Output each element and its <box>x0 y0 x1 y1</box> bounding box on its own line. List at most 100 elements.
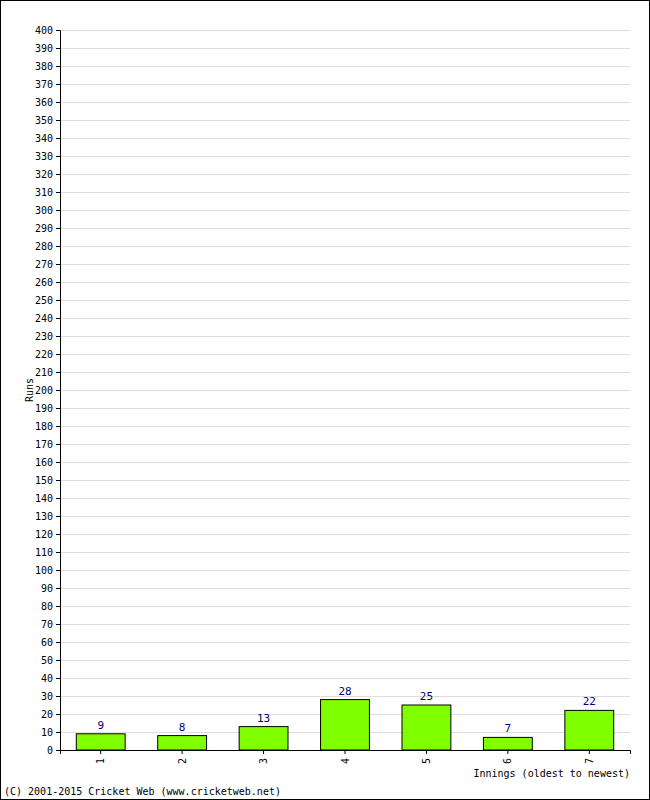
grid-line <box>60 642 630 643</box>
tick-label: 360 <box>35 97 53 108</box>
tick: 170 <box>35 439 60 450</box>
bar <box>76 734 125 750</box>
grid-line <box>60 354 630 355</box>
tick-mark <box>56 498 60 499</box>
tick-label: 280 <box>35 241 53 252</box>
grid-line <box>60 318 630 319</box>
data-label: 8 <box>179 721 186 734</box>
tick-label: 380 <box>35 61 53 72</box>
tick-label: 110 <box>35 547 53 558</box>
tick-mark <box>56 264 60 265</box>
grid-line <box>60 588 630 589</box>
tick-mark <box>507 750 508 754</box>
bar <box>239 727 288 750</box>
tick-mark <box>56 750 60 751</box>
tick-label: 100 <box>35 565 53 576</box>
tick: 300 <box>35 205 60 216</box>
tick: 210 <box>35 367 60 378</box>
tick-label: 200 <box>35 385 53 396</box>
data-label: 13 <box>257 712 270 725</box>
tick: 180 <box>35 421 60 432</box>
tick-mark <box>589 750 590 754</box>
grid-line <box>60 84 630 85</box>
axis-line <box>61 751 631 755</box>
grid-line <box>60 372 630 373</box>
grid-line <box>60 228 630 229</box>
tick-label: 3 <box>258 758 269 764</box>
tick: 6 <box>502 750 513 764</box>
data-label: 28 <box>338 685 351 698</box>
tick-label: 40 <box>41 673 53 684</box>
tick-mark <box>56 678 60 679</box>
tick-mark <box>56 372 60 373</box>
tick: 50 <box>41 655 60 666</box>
tick-label: 350 <box>35 115 53 126</box>
tick-label: 80 <box>41 601 53 612</box>
tick-mark <box>56 714 60 715</box>
grid-line <box>60 390 630 391</box>
tick-mark <box>56 174 60 175</box>
tick-mark <box>56 642 60 643</box>
grid-line <box>60 480 630 481</box>
y-axis: 0102030405060708090100110120130140150160… <box>35 25 61 756</box>
grid-line <box>60 426 630 427</box>
tick: 160 <box>35 457 60 468</box>
grid-line <box>60 444 630 445</box>
tick-label: 1 <box>95 758 106 764</box>
tick: 120 <box>35 529 60 540</box>
tick: 20 <box>41 709 60 720</box>
axis-line <box>56 31 61 751</box>
grid-line <box>60 678 630 679</box>
tick: 90 <box>41 583 60 594</box>
bar <box>483 737 532 750</box>
bar <box>321 700 370 750</box>
tick-mark <box>56 606 60 607</box>
grid-line <box>60 462 630 463</box>
tick-label: 5 <box>421 758 432 764</box>
tick-mark <box>56 570 60 571</box>
grid-line <box>60 624 630 625</box>
tick-label: 180 <box>35 421 53 432</box>
grid-line <box>60 570 630 571</box>
tick: 70 <box>41 619 60 630</box>
tick: 320 <box>35 169 60 180</box>
tick-mark <box>182 750 183 754</box>
tick-label: 270 <box>35 259 53 270</box>
tick-mark <box>56 336 60 337</box>
tick: 60 <box>41 637 60 648</box>
tick-label: 300 <box>35 205 53 216</box>
grid-line <box>60 552 630 553</box>
tick: 340 <box>35 133 60 144</box>
tick-mark <box>263 750 264 754</box>
tick-label: 330 <box>35 151 53 162</box>
bars <box>76 700 613 750</box>
tick-mark <box>56 210 60 211</box>
tick-label: 50 <box>41 655 53 666</box>
tick-mark <box>56 660 60 661</box>
tick: 150 <box>35 475 60 486</box>
tick: 360 <box>35 97 60 108</box>
data-label: 7 <box>505 722 512 735</box>
tick-mark <box>56 192 60 193</box>
tick-mark <box>56 444 60 445</box>
grid-line <box>60 174 630 175</box>
grid <box>60 31 630 751</box>
tick: 7 <box>584 750 595 764</box>
tick-mark <box>56 66 60 67</box>
grid-line <box>60 282 630 283</box>
tick: 380 <box>35 61 60 72</box>
tick-mark <box>56 48 60 49</box>
tick: 400 <box>35 25 60 36</box>
grid-line <box>60 336 630 337</box>
grid-line <box>60 246 630 247</box>
tick-label: 4 <box>340 758 351 764</box>
bar <box>565 710 614 750</box>
x-axis-title: Innings (oldest to newest) <box>473 768 630 779</box>
data-label: 25 <box>420 690 433 703</box>
tick-label: 130 <box>35 511 53 522</box>
tick-mark <box>56 156 60 157</box>
data-label: 9 <box>97 719 104 732</box>
tick: 80 <box>41 601 60 612</box>
tick-mark <box>56 318 60 319</box>
tick-mark <box>56 30 60 31</box>
